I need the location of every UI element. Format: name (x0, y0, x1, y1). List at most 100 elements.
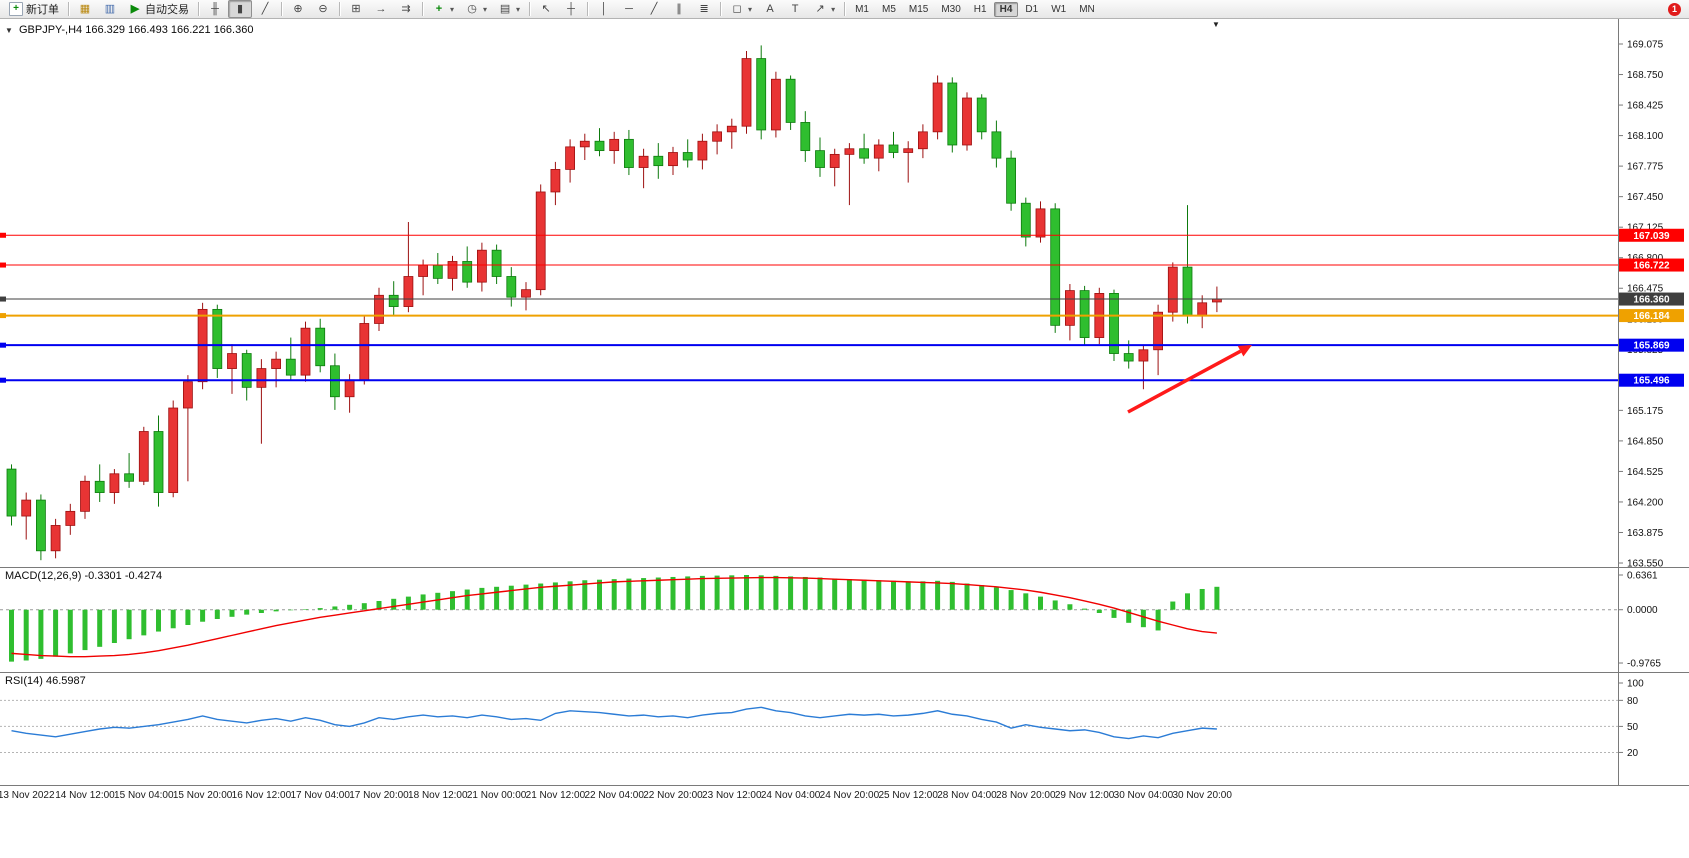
support-line-165496[interactable]: 165.496 (0, 373, 1684, 387)
current-price-line[interactable]: 166.360 (0, 292, 1684, 306)
indicators-button[interactable]: + ▾ (427, 0, 459, 18)
chart-shift-icon: ⇉ (401, 3, 411, 15)
navigator-icon: ▥ (104, 3, 116, 15)
support-line-165869[interactable]: 165.869 (0, 338, 1684, 352)
text-icon: A (766, 3, 774, 15)
svg-text:165.175: 165.175 (1627, 406, 1664, 417)
zoom-in-icon: ⊕ (293, 3, 303, 15)
dropdown-caret-icon: ▾ (516, 4, 521, 14)
toolbar: + 新订单 ▦ ▥ ▶ 自动交易 ╫ ▮ ╱ ⊕ ⊖ ⊞ → ⇉ + ▾ ◷ (0, 0, 1689, 19)
new-order-label: 新订单 (26, 4, 59, 16)
trendline-button[interactable]: ╱ (642, 0, 666, 18)
timeframe-m1-button[interactable]: M1 (855, 3, 869, 15)
timeframe-w1-button[interactable]: W1 (1051, 3, 1067, 15)
time-label: 22 Nov 04:00 (584, 790, 644, 801)
resistance-line-167039[interactable]: 167.039 (0, 228, 1684, 242)
svg-text:167.775: 167.775 (1627, 162, 1664, 173)
time-label: 16 Nov 12:00 (231, 790, 292, 801)
dropdown-caret-icon: ▾ (831, 4, 836, 14)
main-price-chart[interactable]: 169.075 168.750 168.425 168.100 167.775 167.4… (0, 19, 1689, 567)
crosshair-icon: ┼ (567, 3, 575, 15)
new-order-button[interactable]: + 新订单 (4, 0, 64, 18)
arrow-tools-icon: ↗ (815, 3, 825, 15)
timeframe-mn-button[interactable]: MN (1079, 3, 1095, 15)
svg-text:166.722: 166.722 (1633, 261, 1670, 272)
toolbar-separator (281, 2, 282, 16)
timeframe-d1-button[interactable]: D1 (1025, 3, 1039, 15)
svg-text:0.0000: 0.0000 (1627, 605, 1658, 616)
rsi-line (11, 706, 1217, 740)
svg-text:166.475: 166.475 (1627, 284, 1664, 295)
timeframe-m30-button[interactable]: M30 (941, 3, 961, 15)
time-label: 18 Nov 12:00 (408, 790, 468, 801)
macd-panel[interactable]: 0.6361 0.0000 -0.9765 (0, 567, 1689, 672)
dropdown-caret-icon: ▾ (748, 4, 753, 14)
time-label: 21 Nov 00:00 (466, 790, 527, 801)
shapes-icon: ◻ (732, 3, 742, 15)
templates-icon: ▤ (499, 3, 511, 15)
text-button[interactable]: A (758, 0, 782, 18)
autotrading-button[interactable]: ▶ 自动交易 (123, 0, 194, 18)
vertical-line-button[interactable]: │ (592, 0, 616, 18)
time-label: 25 Nov 12:00 (878, 790, 938, 801)
svg-text:50: 50 (1627, 722, 1639, 733)
channel-button[interactable]: ∥ (667, 0, 691, 18)
time-label: 23 Nov 12:00 (702, 790, 762, 801)
toolbar-separator (422, 2, 423, 16)
zoom-out-button[interactable]: ⊖ (311, 0, 335, 18)
tile-windows-button[interactable]: ⊞ (344, 0, 368, 18)
fibonacci-button[interactable]: ≣ (692, 0, 716, 18)
toolbar-separator (587, 2, 589, 16)
periods-button[interactable]: ◷ ▾ (460, 0, 492, 18)
bar-chart-button[interactable]: ╫ (203, 0, 227, 18)
text-label-button[interactable]: T (783, 0, 807, 18)
trendline-icon: ╱ (650, 3, 658, 15)
toolbar-separator (529, 2, 531, 16)
horizontal-line-icon: ─ (625, 3, 633, 15)
macd-signal-line (11, 576, 1217, 658)
periods-icon: ◷ (467, 3, 477, 15)
timeframe-m5-button[interactable]: M5 (881, 3, 896, 15)
candlestick-chart-button[interactable]: ▮ (228, 0, 252, 18)
horizontal-line-button[interactable]: ─ (617, 0, 641, 18)
cursor-icon: ↖ (541, 3, 551, 15)
templates-button[interactable]: ▤ ▾ (493, 0, 525, 18)
resistance-line-166722[interactable]: 166.722 (0, 258, 1684, 272)
svg-text:165.869: 165.869 (1633, 341, 1670, 352)
navigator-button[interactable]: ▥ (98, 0, 122, 18)
line-chart-button[interactable]: ╱ (253, 0, 277, 18)
timeframe-h1-button[interactable]: H1 (973, 3, 987, 15)
time-label: 21 Nov 12:00 (525, 790, 586, 801)
rsi-panel[interactable]: 100 80 50 20 (0, 672, 1689, 785)
market-watch-button[interactable]: ▦ (73, 0, 97, 18)
indicators-icon: + (435, 3, 443, 15)
toolbar-separator (720, 2, 722, 16)
svg-text:168.750: 168.750 (1627, 70, 1664, 81)
svg-text:168.100: 168.100 (1627, 131, 1664, 142)
cursor-button[interactable]: ↖ (534, 0, 558, 18)
timeframe-m15-button[interactable]: M15 (908, 3, 929, 15)
toolbar-separator (68, 2, 69, 16)
svg-text:164.200: 164.200 (1627, 497, 1664, 508)
crosshair-button[interactable]: ┼ (559, 0, 583, 18)
svg-text:80: 80 (1627, 696, 1639, 707)
auto-scroll-button[interactable]: → (369, 0, 393, 18)
shapes-button[interactable]: ◻ ▾ (725, 0, 757, 18)
candlestick-chart-icon: ▮ (236, 3, 244, 15)
rsi-value: 46.5987 (45, 675, 86, 687)
trend-arrow[interactable] (1127, 345, 1252, 414)
fibonacci-icon: ≣ (699, 3, 709, 15)
price-axis[interactable] (1618, 19, 1689, 785)
zoom-in-button[interactable]: ⊕ (286, 0, 310, 18)
notification-badge[interactable]: 1 (1668, 2, 1681, 16)
time-label: 24 Nov 20:00 (819, 790, 880, 801)
timeframe-h4-button[interactable]: H4 (993, 1, 1019, 17)
zoom-out-icon: ⊖ (318, 3, 328, 15)
arrow-tools-button[interactable]: ↗ ▾ (808, 0, 840, 18)
dropdown-caret-icon: ▾ (450, 4, 455, 14)
pivot-line-166184[interactable]: 166.184 (0, 309, 1684, 323)
time-label: 28 Nov 20:00 (996, 790, 1056, 801)
rsi-indicator-label: RSI(14) 46.5987 (5, 675, 86, 687)
time-axis[interactable]: 13 Nov 2022 14 Nov 12:00 15 Nov 04:00 15 No… (0, 785, 1689, 810)
chart-shift-button[interactable]: ⇉ (394, 0, 418, 18)
